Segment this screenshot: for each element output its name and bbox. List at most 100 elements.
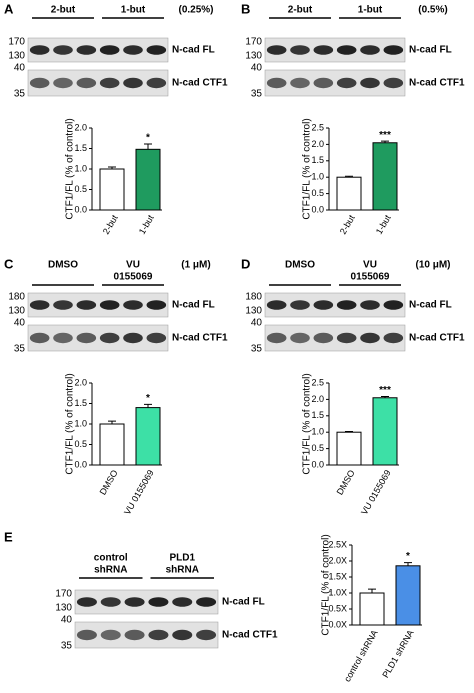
y-tick-label: 1.5 [311,410,324,420]
band [290,45,310,55]
mw-label: 40 [61,615,73,626]
y-tick-label: 0.0 [311,204,324,214]
band [148,597,169,607]
blot [27,69,169,97]
band [360,45,380,55]
y-tick-label: 0.5 [74,439,87,449]
condition: (10 μM) [415,260,450,271]
band-label: N-cad CTF1 [409,78,465,89]
group-label: PLD1 [169,553,195,564]
mw-label: 40 [251,318,263,329]
band [266,45,287,55]
group-label: shRNA [94,565,127,576]
panel-letter: C [4,256,14,271]
band [360,77,380,89]
y-tick-label: 1.5 [311,155,324,165]
band-label: N-cad FL [409,45,452,56]
mw-label: 35 [61,641,73,652]
panel-letter: A [4,1,14,16]
group-label: 0155069 [114,272,153,283]
band [266,300,287,310]
bar [359,592,385,626]
band [100,597,121,607]
y-axis-label: CTF1/FL (% of control) [65,373,76,474]
error-bar [381,395,389,398]
mw-label: 170 [245,37,262,48]
band [99,45,120,55]
y-tick-label: 1.5 [74,398,87,408]
y-tick-label: 1.5X [328,571,347,581]
blot [264,37,406,63]
band-label: N-cad CTF1 [409,333,465,344]
y-tick-label: 1.0 [74,418,87,428]
group-label: control [94,553,128,564]
band [146,332,167,344]
significance: *** [379,385,391,396]
y-tick-label: 2.0X [328,555,347,565]
band [172,597,193,607]
significance: * [406,551,410,562]
band [383,77,404,89]
band [196,629,217,641]
band [146,45,167,55]
bar [336,176,362,211]
panel-letter: E [4,529,13,544]
group-label: VU [126,260,140,271]
y-axis-label: CTF1/FL (% of control) [321,534,332,635]
group-label: 2-but [288,5,313,16]
blot [264,69,406,97]
band [99,77,120,89]
x-tick-label: 2-but [338,213,357,236]
band-label: N-cad FL [172,45,215,56]
blot [74,589,219,615]
band [266,77,287,89]
band-label: N-cad FL [222,597,265,608]
band [29,77,50,89]
band [266,332,287,344]
band-label: N-cad FL [409,300,452,311]
band [290,77,310,89]
band [290,332,310,344]
band [29,45,50,55]
band [383,300,404,310]
condition: (1 μM) [181,260,210,271]
significance: * [146,393,150,404]
y-tick-label: 0.0X [328,619,347,629]
y-tick-label: 2.0 [311,394,324,404]
band [383,332,404,344]
y-tick-label: 0.5X [328,603,347,613]
y-tick-label: 1.5 [74,143,87,153]
band [336,332,357,344]
band-label: N-cad CTF1 [172,78,228,89]
mw-label: 180 [245,292,262,303]
mw-label: 130 [8,306,25,317]
y-tick-label: 0.5 [74,184,87,194]
band [336,45,357,55]
mw-label: 130 [55,603,72,614]
mw-label: 170 [8,37,25,48]
bar [395,565,421,626]
group-label: 1-but [121,5,146,16]
band [29,300,50,310]
band-label: N-cad FL [172,300,215,311]
group-label: 1-but [358,5,383,16]
y-tick-label: 0.0 [311,459,324,469]
mw-label: 170 [55,589,72,600]
bar [372,142,398,211]
x-tick-label: DMSO [98,468,120,496]
x-tick-label: 1-but [374,213,393,236]
blot [27,37,169,63]
band [29,332,50,344]
band-label: N-cad CTF1 [222,630,278,641]
band [123,332,143,344]
x-tick-label: 2-but [101,213,120,236]
y-tick-label: 2.0 [74,122,87,132]
panel-letter: B [241,1,250,16]
error-bar [144,143,152,150]
band [53,332,73,344]
band [148,629,169,641]
band [53,300,73,310]
blot [264,324,406,352]
mw-label: 35 [251,89,263,100]
